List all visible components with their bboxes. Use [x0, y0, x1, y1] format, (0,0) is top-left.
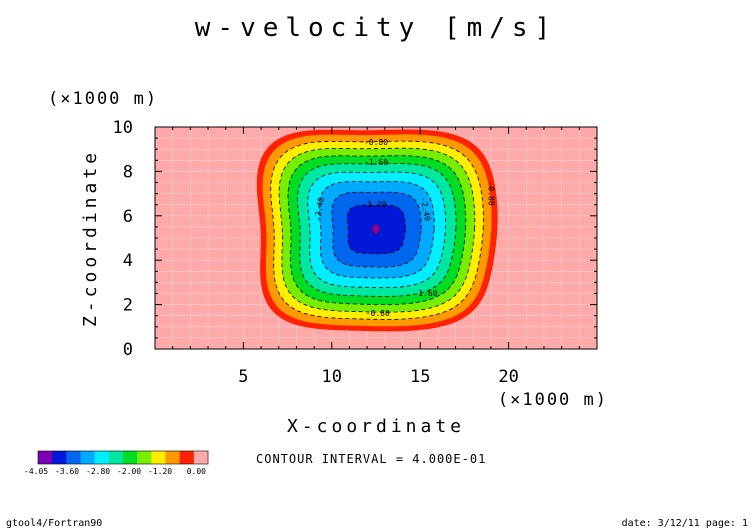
contour-line: [346, 204, 406, 255]
contour-labels: -0.80 -1.60 -2.40 -3.20 -1.60 -0.80 -2.40 -0.80: [313, 138, 496, 318]
contour-label: -2.40: [313, 196, 326, 221]
colorbar-swatch: [123, 451, 138, 464]
colorbar-swatch: [165, 451, 180, 464]
contour-lines: [270, 140, 484, 320]
colorbar-swatch: [38, 451, 53, 464]
colorbar-swatch: [179, 451, 195, 464]
contour-label: -0.80: [366, 309, 390, 318]
footer-right: date: 3/12/11 page: 1: [622, 518, 748, 529]
x-axis-unit: (×1000 m): [498, 390, 608, 410]
chart-title: w-velocity [m/s]: [195, 13, 557, 43]
contour-line: [318, 181, 435, 279]
colorbar-label: -1.20: [148, 467, 172, 476]
y-tick-label: 2: [123, 296, 133, 316]
contour-label: -3.20: [362, 200, 386, 209]
contour-label: -1.60: [364, 158, 388, 167]
axes: 5 10 15 20 0 2 4 6 8 10: [113, 118, 597, 387]
contour-line: [287, 155, 467, 306]
contour-label: -0.80: [486, 182, 495, 206]
minimum-marker: [371, 223, 381, 235]
y-tick-label: 10: [113, 118, 133, 138]
colorbar-label: -3.60: [55, 467, 79, 476]
x-tick-label: 15: [410, 367, 430, 387]
colorbar-swatch: [193, 451, 209, 464]
footer-left: gtool4/Fortran90: [6, 518, 102, 529]
x-tick-label: 10: [322, 367, 342, 387]
x-tick-label: 20: [498, 367, 518, 387]
contour-label: -1.60: [413, 289, 437, 298]
y-axis-unit: (×1000 m): [48, 89, 158, 109]
colorbar-frame: [37, 450, 209, 465]
colorbar-swatch: [94, 451, 110, 464]
colorbar-label: -4.05: [24, 467, 48, 476]
colorbar-label: -2.00: [117, 467, 141, 476]
colorbar-label: 0.00: [187, 467, 206, 476]
contour-line: [278, 147, 476, 313]
contour-label: -0.80: [364, 138, 388, 147]
y-tick-label: 0: [123, 340, 133, 360]
contour-label: -2.40: [419, 196, 432, 221]
colorbar-swatch: [52, 451, 67, 464]
colorbar: -4.05 -3.60 -2.80 -2.00 -1.20 0.00: [24, 450, 209, 476]
colorbar-label: -2.80: [86, 467, 110, 476]
contour-line: [307, 171, 447, 289]
colorbar-swatch: [108, 451, 124, 464]
contour-line: [270, 140, 484, 320]
y-tick-label: 8: [123, 162, 133, 182]
y-axis-label: Z-coordinate: [80, 149, 101, 327]
y-tick-label: 4: [123, 251, 133, 271]
x-axis-label: X-coordinate: [287, 416, 465, 437]
contour-line: [297, 163, 457, 297]
contour-interval: CONTOUR INTERVAL = 4.000E-01: [256, 452, 486, 466]
colorbar-swatch: [80, 451, 95, 464]
y-tick-label: 6: [123, 207, 133, 227]
colorbar-swatch: [137, 451, 152, 464]
x-tick-label: 5: [238, 367, 248, 387]
contour-line: [331, 191, 422, 268]
colorbar-swatch: [66, 451, 81, 464]
colorbar-swatch: [151, 451, 166, 464]
